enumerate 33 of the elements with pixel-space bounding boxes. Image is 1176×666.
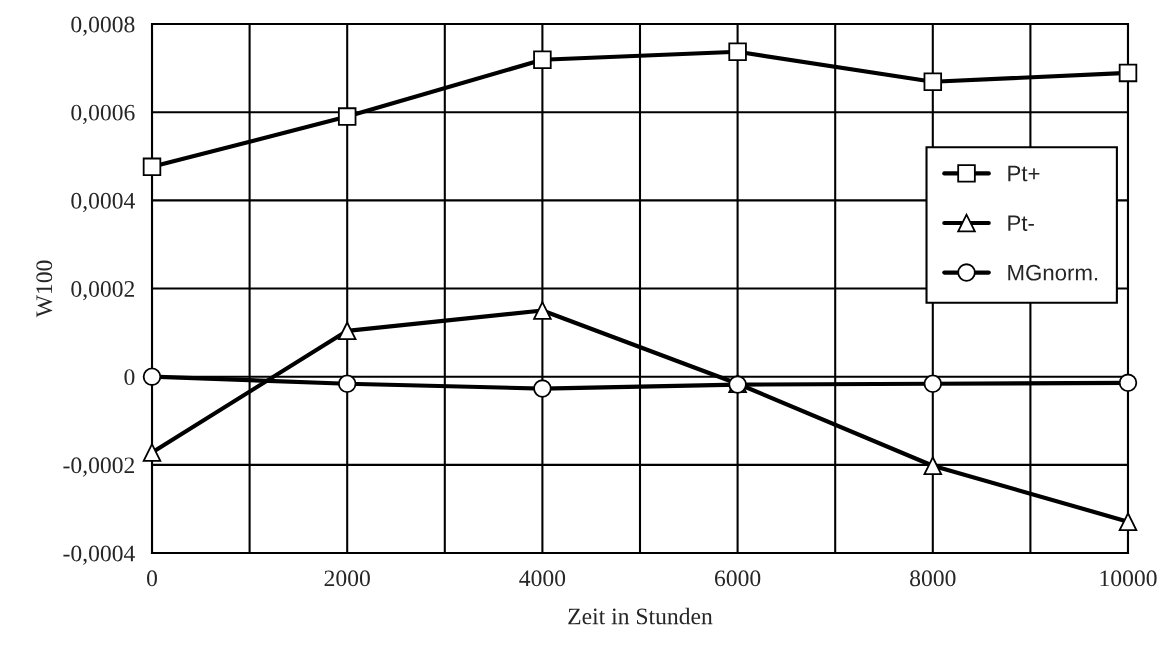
point xyxy=(1118,63,1138,83)
point xyxy=(533,50,552,69)
y-tick-label: 0,0004 xyxy=(71,192,135,213)
point xyxy=(923,72,943,91)
point xyxy=(728,42,747,62)
x-axis-title: Zeit in Stunden xyxy=(568,607,713,625)
point xyxy=(533,301,552,320)
legend-label: Pt+ xyxy=(1008,165,1040,182)
point xyxy=(142,157,162,177)
x-tick-label: 8000 xyxy=(910,570,956,587)
y-tick-label: 0,0006 xyxy=(71,104,135,124)
y-tick-label: 0 xyxy=(124,369,135,386)
x-tick-label: 4000 xyxy=(519,570,566,587)
point xyxy=(923,374,943,393)
x-tick-label: 2000 xyxy=(324,570,370,587)
y-tick-label: 0,0002 xyxy=(71,280,135,301)
x-tick-label: 6000 xyxy=(715,570,761,587)
point xyxy=(533,379,552,398)
x-tick-label: 0 xyxy=(147,570,157,587)
point xyxy=(337,107,357,126)
y-tick-label: -0,0002 xyxy=(63,457,135,477)
point xyxy=(1118,512,1138,531)
point xyxy=(142,443,162,462)
point xyxy=(337,374,357,393)
point xyxy=(142,367,162,386)
legend-label: Pt- xyxy=(1008,215,1034,231)
y-axis-title: W100 xyxy=(36,260,53,318)
y-tick-label: -0,0004 xyxy=(63,545,135,565)
point xyxy=(337,321,357,341)
x-tick-label: 10000 xyxy=(1100,570,1157,587)
point xyxy=(1118,373,1138,393)
legend-label: MGnorm. xyxy=(1008,264,1098,281)
y-tick-label: 0,0008 xyxy=(71,16,135,36)
